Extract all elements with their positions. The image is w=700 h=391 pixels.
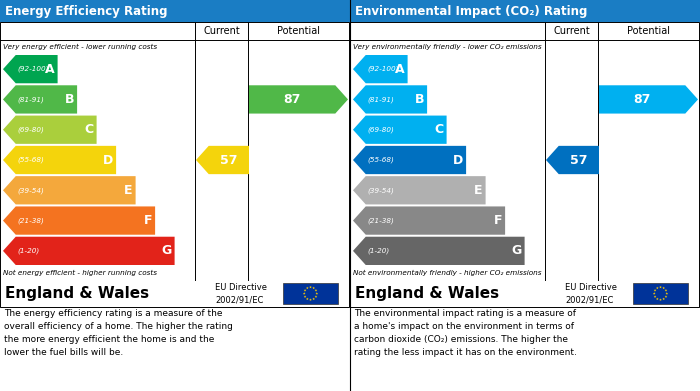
Polygon shape	[312, 298, 315, 300]
Text: (92-100): (92-100)	[368, 66, 399, 72]
Bar	[633, 283, 688, 304]
Polygon shape	[314, 295, 317, 298]
Polygon shape	[653, 292, 655, 295]
Text: D: D	[453, 154, 463, 167]
Polygon shape	[353, 146, 466, 174]
Polygon shape	[304, 295, 307, 298]
Text: Not energy efficient - higher running costs: Not energy efficient - higher running co…	[3, 270, 157, 276]
Polygon shape	[656, 287, 659, 289]
Text: (81-91): (81-91)	[368, 96, 395, 103]
Polygon shape	[353, 237, 524, 265]
Polygon shape	[303, 292, 305, 295]
Text: (81-91): (81-91)	[18, 96, 45, 103]
Text: 87: 87	[284, 93, 301, 106]
Polygon shape	[3, 85, 77, 113]
Polygon shape	[654, 295, 657, 298]
Polygon shape	[353, 176, 486, 204]
Polygon shape	[664, 289, 667, 291]
Text: (92-100): (92-100)	[18, 66, 49, 72]
Text: B: B	[414, 93, 424, 106]
Text: The energy efficiency rating is a measure of the
overall efficiency of a home. T: The energy efficiency rating is a measur…	[4, 309, 233, 357]
Polygon shape	[306, 298, 309, 300]
Polygon shape	[306, 287, 309, 289]
Text: F: F	[494, 214, 502, 227]
Text: G: G	[511, 244, 522, 257]
Text: Not environmentally friendly - higher CO₂ emissions: Not environmentally friendly - higher CO…	[353, 270, 542, 276]
Polygon shape	[546, 146, 599, 174]
Polygon shape	[664, 295, 667, 298]
Bar	[350, 0, 700, 22]
Text: A: A	[395, 63, 405, 75]
Polygon shape	[353, 206, 505, 235]
Polygon shape	[666, 292, 668, 295]
Text: A: A	[45, 63, 55, 75]
Text: (69-80): (69-80)	[18, 126, 45, 133]
Text: B: B	[64, 93, 74, 106]
Polygon shape	[662, 287, 665, 289]
Text: (69-80): (69-80)	[368, 126, 395, 133]
Polygon shape	[654, 289, 657, 291]
Text: (39-54): (39-54)	[368, 187, 395, 194]
Polygon shape	[659, 298, 662, 301]
Polygon shape	[249, 85, 348, 113]
Text: Current: Current	[553, 26, 590, 36]
Polygon shape	[314, 289, 317, 291]
Text: D: D	[103, 154, 113, 167]
Polygon shape	[3, 206, 155, 235]
Polygon shape	[3, 55, 57, 83]
Polygon shape	[3, 176, 136, 204]
Text: Very energy efficient - lower running costs: Very energy efficient - lower running co…	[3, 44, 157, 50]
Polygon shape	[662, 298, 665, 300]
Bar	[350, 22, 699, 307]
Text: F: F	[144, 214, 152, 227]
Polygon shape	[353, 116, 447, 144]
Text: Environmental Impact (CO₂) Rating: Environmental Impact (CO₂) Rating	[355, 5, 587, 18]
Text: EU Directive
2002/91/EC: EU Directive 2002/91/EC	[215, 283, 267, 304]
Polygon shape	[304, 289, 307, 291]
Text: E: E	[474, 184, 482, 197]
Polygon shape	[3, 146, 116, 174]
Polygon shape	[316, 292, 318, 295]
Text: Current: Current	[203, 26, 240, 36]
Text: (55-68): (55-68)	[368, 157, 395, 163]
Text: England & Wales: England & Wales	[5, 286, 149, 301]
Text: 87: 87	[634, 93, 651, 106]
Text: Potential: Potential	[277, 26, 321, 36]
Text: Energy Efficiency Rating: Energy Efficiency Rating	[5, 5, 167, 18]
Text: England & Wales: England & Wales	[355, 286, 499, 301]
Text: (55-68): (55-68)	[18, 157, 45, 163]
Polygon shape	[3, 116, 97, 144]
Text: EU Directive
2002/91/EC: EU Directive 2002/91/EC	[565, 283, 617, 304]
Text: C: C	[435, 123, 444, 136]
Text: E: E	[124, 184, 132, 197]
Polygon shape	[309, 286, 312, 288]
Text: The environmental impact rating is a measure of
a home's impact on the environme: The environmental impact rating is a mea…	[354, 309, 577, 357]
Text: G: G	[161, 244, 172, 257]
Text: Very environmentally friendly - lower CO₂ emissions: Very environmentally friendly - lower CO…	[353, 44, 542, 50]
Polygon shape	[599, 85, 698, 113]
Polygon shape	[659, 286, 662, 288]
Text: 57: 57	[220, 154, 237, 167]
Text: 57: 57	[570, 154, 587, 167]
Polygon shape	[656, 298, 659, 300]
Text: C: C	[85, 123, 94, 136]
Polygon shape	[353, 55, 407, 83]
Text: (21-38): (21-38)	[368, 217, 395, 224]
Polygon shape	[196, 146, 249, 174]
Polygon shape	[309, 298, 312, 301]
Polygon shape	[312, 287, 315, 289]
Text: (1-20): (1-20)	[18, 248, 40, 254]
Polygon shape	[3, 237, 174, 265]
Bar	[283, 283, 338, 304]
Text: (1-20): (1-20)	[368, 248, 390, 254]
Text: (39-54): (39-54)	[18, 187, 45, 194]
Text: (21-38): (21-38)	[18, 217, 45, 224]
Bar	[0, 0, 350, 22]
Polygon shape	[353, 85, 427, 113]
Text: Potential: Potential	[627, 26, 671, 36]
Bar	[0, 22, 349, 307]
